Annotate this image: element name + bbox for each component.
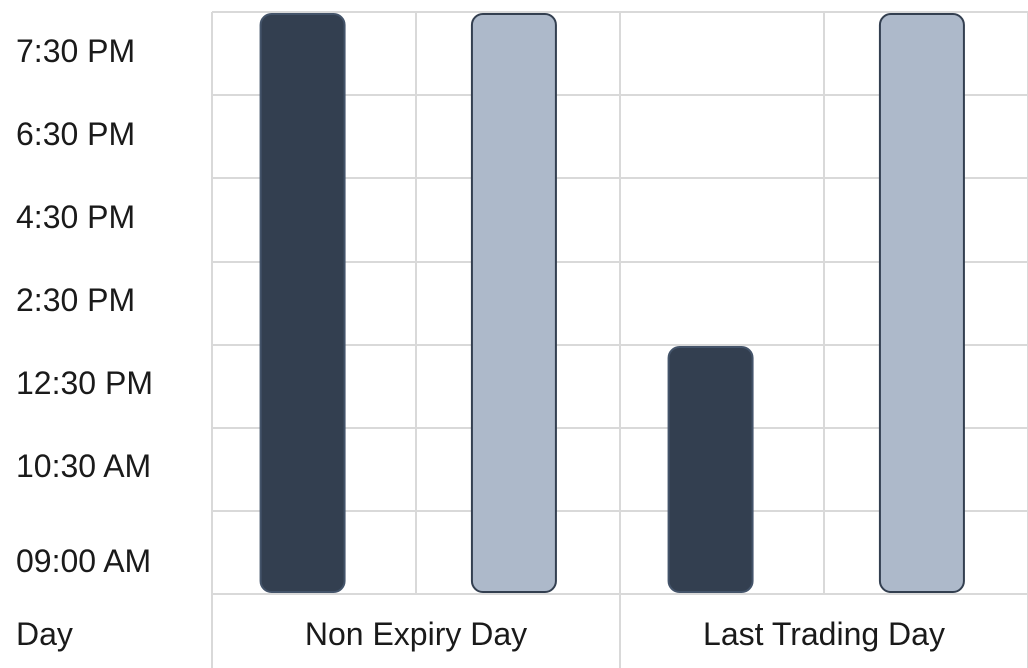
y-tick-label: 2:30 PM (16, 282, 135, 318)
y-tick-label: 10:30 AM (16, 448, 151, 484)
bar (470, 13, 557, 593)
bar (878, 13, 965, 593)
category-label: Last Trading Day (703, 616, 945, 652)
x-axis-row: Day Non Expiry Day Last Trading Day (16, 616, 945, 652)
y-tick-label: 6:30 PM (16, 116, 135, 152)
y-tick-label: 7:30 PM (16, 33, 135, 69)
y-tick-label: 4:30 PM (16, 199, 135, 235)
category-label: Non Expiry Day (305, 616, 527, 652)
x-axis-label: Day (16, 616, 73, 652)
y-tick-label: 09:00 AM (16, 543, 151, 579)
y-tick-label: 12:30 PM (16, 365, 153, 401)
y-tick-labels: 7:30 PM 6:30 PM 4:30 PM 2:30 PM 12:30 PM 10:3… (16, 33, 153, 579)
bar (667, 346, 754, 593)
bar (259, 13, 346, 593)
bars (259, 13, 965, 593)
grid (211, 11, 1028, 668)
